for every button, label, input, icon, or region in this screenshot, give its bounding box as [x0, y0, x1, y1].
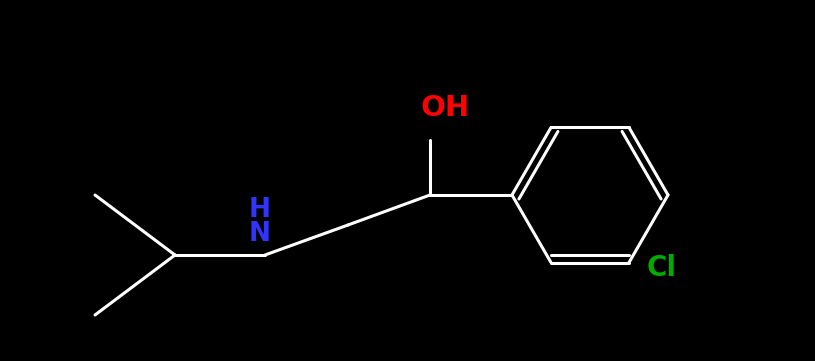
- Text: H
N: H N: [249, 197, 271, 247]
- Text: OH: OH: [421, 94, 469, 122]
- Text: Cl: Cl: [647, 253, 677, 282]
